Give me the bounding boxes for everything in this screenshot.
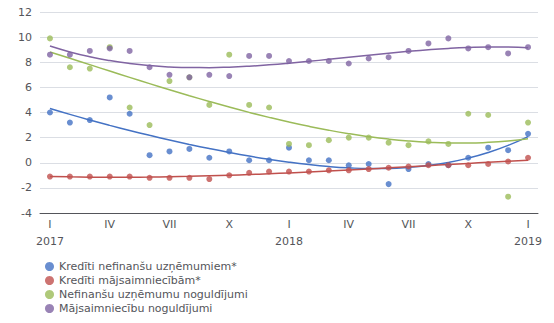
svg-text:4: 4 xyxy=(25,106,32,119)
svg-text:I: I xyxy=(526,218,529,231)
svg-text:8: 8 xyxy=(25,56,32,69)
svg-text:6: 6 xyxy=(25,81,32,94)
svg-text:X: X xyxy=(225,218,233,231)
svg-text:Kredīti mājsaimniecībām*: Kredīti mājsaimniecībām* xyxy=(59,274,201,287)
svg-text:VII: VII xyxy=(402,218,416,231)
svg-text:-2: -2 xyxy=(21,181,32,194)
svg-text:10: 10 xyxy=(18,31,32,44)
svg-text:Kredīti nefinanšu uzņēmumiem*: Kredīti nefinanšu uzņēmumiem* xyxy=(59,260,237,273)
svg-text:2: 2 xyxy=(25,131,32,144)
svg-text:2017: 2017 xyxy=(36,235,64,248)
svg-text:Nefinanšu uzņēmumu noguldījumi: Nefinanšu uzņēmumu noguldījumi xyxy=(59,288,248,301)
svg-text:I: I xyxy=(287,218,290,231)
svg-text:-4: -4 xyxy=(21,207,32,220)
svg-text:IV: IV xyxy=(343,218,354,231)
svg-text:VII: VII xyxy=(162,218,176,231)
svg-text:Mājsaimniecību noguldījumi: Mājsaimniecību noguldījumi xyxy=(59,302,212,315)
svg-text:I: I xyxy=(48,218,51,231)
svg-text:0: 0 xyxy=(25,156,32,169)
svg-text:2018: 2018 xyxy=(275,235,303,248)
svg-text:12: 12 xyxy=(18,6,32,19)
svg-text:X: X xyxy=(465,218,473,231)
svg-text:2019: 2019 xyxy=(514,235,542,248)
svg-text:IV: IV xyxy=(104,218,115,231)
